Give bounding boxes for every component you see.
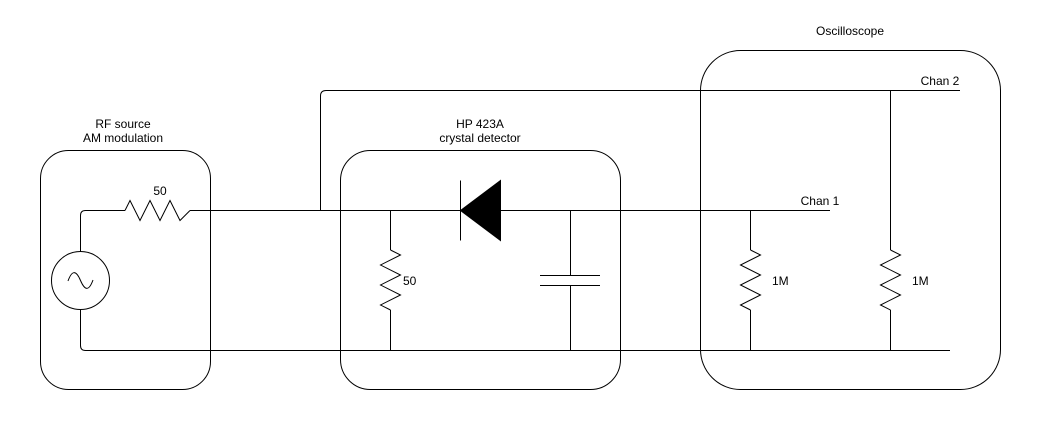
rf-source-box <box>40 150 211 390</box>
detector-resistor-label: 50 <box>403 274 417 288</box>
detector-resistor <box>379 249 402 311</box>
chan1-resistor-label: 1M <box>772 274 789 288</box>
rf-source-title-2: AM modulation <box>83 131 163 145</box>
ground-wire <box>80 309 950 351</box>
detector-title-1: HP 423A <box>456 117 504 131</box>
source-resistor <box>124 199 191 222</box>
chan2-resistor <box>879 249 902 311</box>
oscilloscope-box <box>700 50 1001 390</box>
oscilloscope-title: Oscilloscope <box>816 24 884 38</box>
source-top-wire <box>80 210 125 252</box>
detector-title-2: crystal detector <box>439 131 520 145</box>
chan2-resistor-label: 1M <box>912 274 929 288</box>
source-resistor-label: 50 <box>153 184 167 198</box>
sine-wave-icon <box>67 272 94 289</box>
detector-box <box>340 150 621 390</box>
chan1-label: Chan 1 <box>801 194 840 208</box>
chan1-resistor <box>739 249 762 311</box>
chan2-wire <box>320 90 960 211</box>
chan2-label: Chan 2 <box>921 74 960 88</box>
diode-icon <box>459 179 501 242</box>
rf-source-title-1: RF source <box>95 117 151 131</box>
